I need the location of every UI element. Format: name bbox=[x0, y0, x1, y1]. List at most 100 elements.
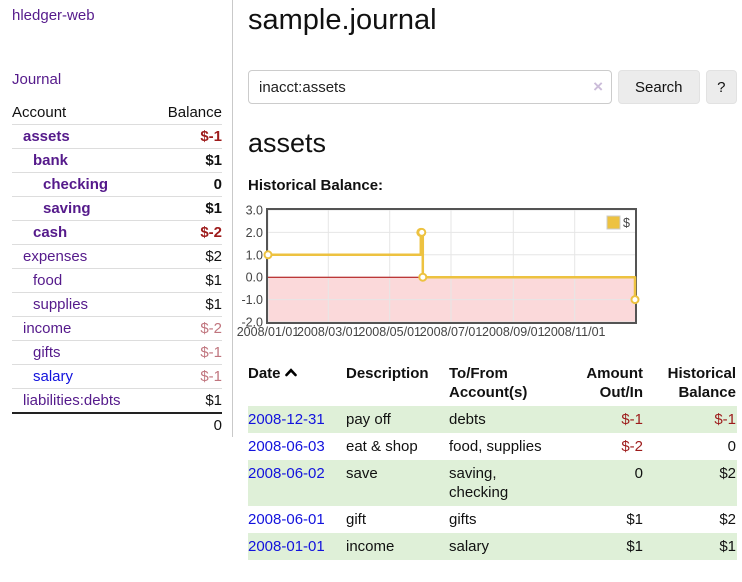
svg-text:2008/01/01: 2008/01/01 bbox=[237, 325, 300, 339]
transaction-date-link[interactable]: 2008-06-02 bbox=[248, 465, 325, 482]
svg-text:2008/03/01: 2008/03/01 bbox=[297, 325, 360, 339]
account-balance: $-1 bbox=[200, 368, 222, 385]
app-title-link[interactable]: hledger-web bbox=[12, 7, 95, 24]
transaction-description: eat & shop bbox=[346, 438, 418, 455]
svg-text:2.0: 2.0 bbox=[246, 226, 263, 240]
account-link-gifts[interactable]: gifts bbox=[33, 344, 61, 361]
chart-legend: $ bbox=[606, 215, 630, 230]
help-button[interactable]: ? bbox=[705, 70, 737, 104]
transaction-amount: $-1 bbox=[621, 411, 643, 428]
account-balance: $1 bbox=[205, 272, 222, 289]
account-link-salary[interactable]: salary bbox=[33, 368, 74, 385]
register-row: 2008-12-31 pay off debts $-1 $-1 bbox=[248, 406, 737, 433]
search-form: × Search ? bbox=[248, 70, 737, 104]
svg-text:-2.0: -2.0 bbox=[241, 316, 263, 330]
search-button[interactable]: Search bbox=[618, 70, 700, 104]
transaction-date-link[interactable]: 2008-12-31 bbox=[248, 411, 325, 428]
account-link-assets[interactable]: assets bbox=[23, 128, 70, 145]
transaction-balance: $2 bbox=[719, 511, 736, 528]
page-title: sample.journal bbox=[248, 4, 437, 36]
register-header-accounts: To/From Account(s) bbox=[449, 365, 528, 401]
account-link-liabilities-debts[interactable]: liabilities:debts bbox=[23, 392, 121, 409]
chart-label: Historical Balance: bbox=[248, 177, 384, 194]
svg-text:-1.0: -1.0 bbox=[241, 293, 263, 307]
account-balance: $-1 bbox=[200, 344, 222, 361]
accounts-balance-table: Account Balance assets $-1 bank $1 checking 0… bbox=[12, 101, 222, 437]
accounts-total-value: 0 bbox=[213, 417, 222, 434]
register-header-balance: Historical Balance bbox=[667, 365, 736, 401]
register-header-date-label: Date bbox=[248, 365, 281, 382]
svg-text:2008/05/01: 2008/05/01 bbox=[358, 325, 421, 339]
svg-text:2008/07/01: 2008/07/01 bbox=[420, 325, 483, 339]
account-link-checking[interactable]: checking bbox=[43, 176, 109, 193]
account-balance: $2 bbox=[205, 248, 222, 265]
account-row: expenses $2 bbox=[12, 244, 222, 269]
transaction-amount: $1 bbox=[626, 538, 643, 555]
svg-text:3.0: 3.0 bbox=[246, 204, 263, 218]
register-header-date[interactable]: Date bbox=[248, 362, 346, 406]
account-link-expenses[interactable]: expenses bbox=[23, 248, 88, 265]
transaction-description: income bbox=[346, 538, 395, 555]
svg-text:2008/09/01: 2008/09/01 bbox=[482, 325, 545, 339]
transaction-amount: 0 bbox=[634, 465, 643, 482]
account-row: saving $1 bbox=[12, 196, 222, 221]
account-link-supplies[interactable]: supplies bbox=[33, 296, 89, 313]
transaction-accounts: food, supplies bbox=[449, 438, 542, 455]
transaction-accounts: debts bbox=[449, 411, 486, 428]
account-row: assets $-1 bbox=[12, 124, 222, 149]
account-balance: $1 bbox=[205, 200, 222, 217]
transaction-balance: $2 bbox=[719, 465, 736, 482]
svg-text:0.0: 0.0 bbox=[246, 271, 263, 285]
transaction-balance: 0 bbox=[727, 438, 736, 455]
account-row: bank $1 bbox=[12, 148, 222, 173]
account-row: supplies $1 bbox=[12, 292, 222, 317]
account-balance: $1 bbox=[205, 392, 222, 409]
register-row: 2008-06-01 gift gifts $1 $2 bbox=[248, 506, 737, 533]
transaction-date-link[interactable]: 2008-06-03 bbox=[248, 438, 325, 455]
account-balance: $1 bbox=[205, 296, 222, 313]
historical-balance-chart: 3.0 2.0 1.0 0.0 -1.0 -2.0 2008/01/01 2008/03/01… bbox=[237, 204, 737, 345]
register-header-description: Description bbox=[346, 365, 429, 382]
register-row: 2008-06-02 save saving, checking 0 $2 bbox=[248, 460, 737, 506]
data-point-marker bbox=[263, 250, 273, 260]
register-header-amount: Amount Out/In bbox=[586, 365, 643, 401]
account-row: liabilities:debts $1 bbox=[12, 388, 222, 414]
account-balance: $-2 bbox=[200, 224, 222, 241]
accounts-header-balance: Balance bbox=[167, 104, 222, 121]
transaction-balance: $1 bbox=[719, 538, 736, 555]
transaction-accounts: salary bbox=[449, 538, 490, 555]
transaction-amount: $1 bbox=[626, 511, 643, 528]
transaction-balance: $-1 bbox=[714, 411, 736, 428]
account-row: income $-2 bbox=[12, 316, 222, 341]
account-row: gifts $-1 bbox=[12, 340, 222, 365]
accounts-total-row: 0 bbox=[12, 413, 222, 437]
account-link-food[interactable]: food bbox=[33, 272, 63, 289]
account-balance: 0 bbox=[213, 176, 222, 193]
transaction-description: gift bbox=[346, 511, 367, 528]
account-row: cash $-2 bbox=[12, 220, 222, 245]
register-table: Date Description To/From Account(s) Amou… bbox=[248, 362, 737, 560]
sidebar-item-journal[interactable]: Journal bbox=[12, 71, 62, 88]
account-link-cash[interactable]: cash bbox=[33, 224, 68, 241]
data-point-marker bbox=[630, 295, 640, 305]
transaction-description: save bbox=[346, 465, 378, 482]
transaction-date-link[interactable]: 2008-06-01 bbox=[248, 511, 325, 528]
account-balance: $-2 bbox=[200, 320, 222, 337]
account-row: salary $-1 bbox=[12, 364, 222, 389]
search-input[interactable] bbox=[248, 70, 612, 104]
svg-text:1.0: 1.0 bbox=[246, 248, 263, 262]
clear-search-icon[interactable]: × bbox=[593, 77, 603, 96]
data-point-marker bbox=[417, 227, 427, 237]
sort-ascending-icon bbox=[284, 368, 297, 377]
account-title: assets bbox=[248, 128, 327, 158]
transaction-date-link[interactable]: 2008-01-01 bbox=[248, 538, 325, 555]
account-row: checking 0 bbox=[12, 172, 222, 197]
account-link-saving[interactable]: saving bbox=[43, 200, 91, 217]
register-row: 2008-06-03 eat & shop food, supplies $-2 0 bbox=[248, 433, 737, 460]
account-balance: $-1 bbox=[200, 128, 222, 145]
transaction-accounts: gifts bbox=[449, 511, 477, 528]
account-link-bank[interactable]: bank bbox=[33, 152, 69, 169]
transaction-amount: $-2 bbox=[621, 438, 643, 455]
svg-text:2008/11/01: 2008/11/01 bbox=[544, 325, 606, 339]
account-link-income[interactable]: income bbox=[23, 320, 72, 337]
